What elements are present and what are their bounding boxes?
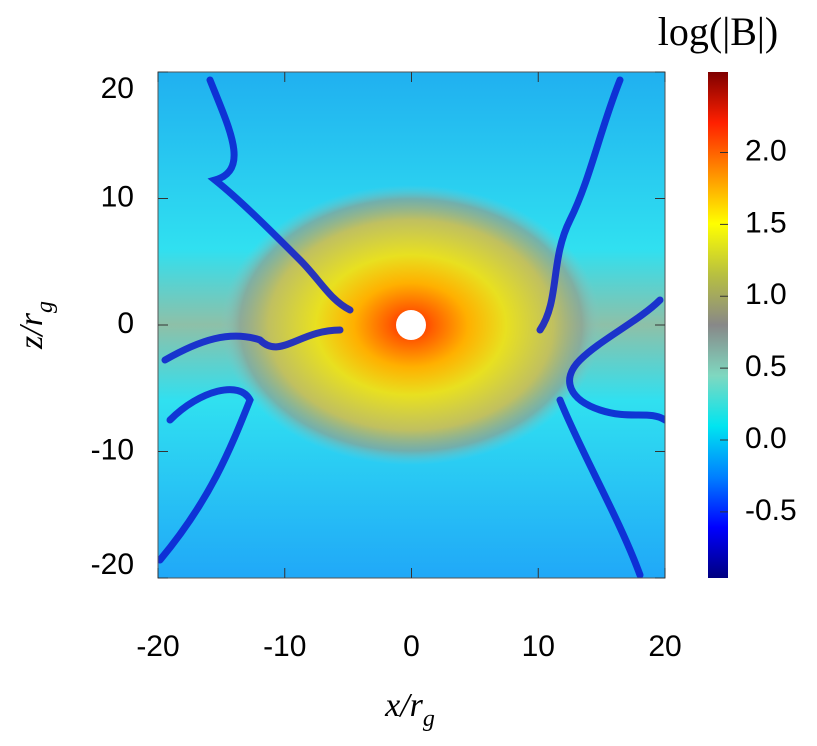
- colorbar-tick-label: 2.0: [745, 134, 787, 167]
- colorbar-tick-label: -0.5: [745, 494, 797, 527]
- x-tick-label: 20: [648, 630, 681, 663]
- x-tick-label: 0: [403, 630, 420, 663]
- x-tick-label: -10: [263, 630, 306, 663]
- heatmap: [158, 72, 665, 578]
- x-axis-label: x/rg: [384, 687, 435, 732]
- colorbar-tick-label: 1.5: [745, 206, 787, 239]
- y-tick-label: -20: [91, 548, 134, 581]
- y-axis-label: z/rg: [13, 301, 58, 350]
- y-tick-label: 20: [101, 72, 134, 105]
- y-tick-label: -10: [91, 433, 134, 466]
- colorbar-tick-label: 0.5: [745, 350, 787, 383]
- y-tick-label: 10: [101, 180, 134, 213]
- colorbar: [708, 72, 728, 578]
- colorbar-tick-label: 1.0: [745, 278, 787, 311]
- colorbar-label: log(|B|): [658, 9, 778, 54]
- y-tick-label: 0: [117, 307, 134, 340]
- x-tick-label: 10: [522, 630, 555, 663]
- x-tick-label: -20: [136, 630, 179, 663]
- colorbar-tick-label: 0.0: [745, 422, 787, 455]
